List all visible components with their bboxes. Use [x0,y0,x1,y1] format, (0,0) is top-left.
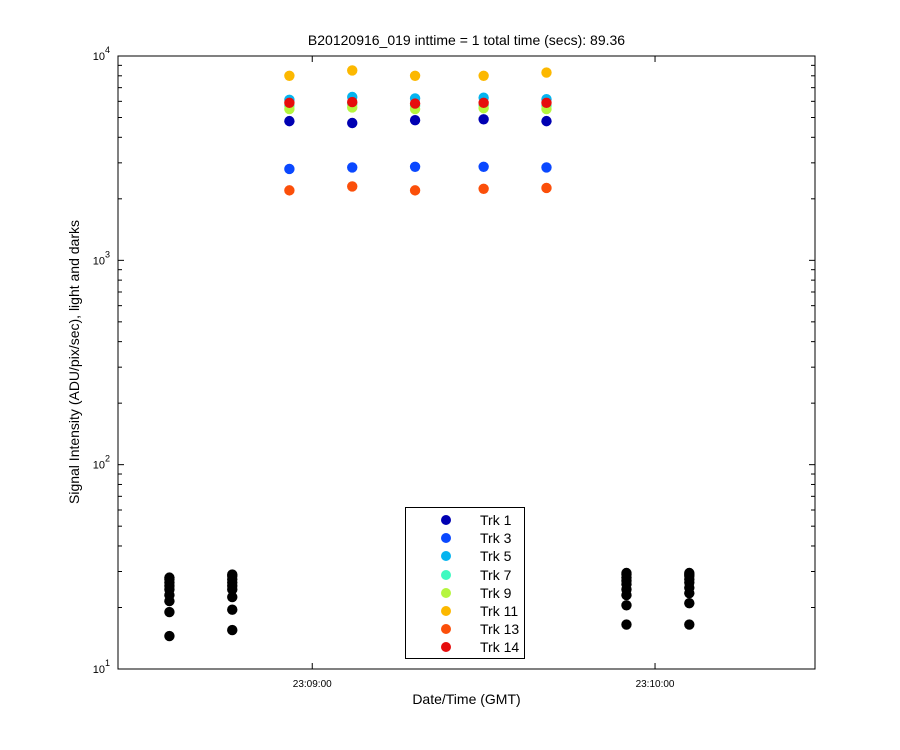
legend-label: Trk 3 [480,530,512,547]
data-point [284,70,295,82]
dark-point [621,567,632,579]
y-tick-label: 101 [93,658,110,676]
dark-point [164,630,175,642]
data-point [409,115,421,126]
legend-item: Trk 9 [406,584,524,602]
legend-marker [441,642,451,653]
data-point [284,185,295,196]
dark-point [227,624,238,636]
dark-point [164,572,175,583]
data-point [284,97,295,109]
data-point [541,67,552,78]
data-point [347,162,358,173]
legend-item: Trk 11 [406,602,524,620]
dark-point [227,604,238,615]
data-point [284,115,295,127]
y-tick-label: 104 [93,45,110,63]
legend-item: Trk 1 [406,511,524,529]
data-point [347,65,358,76]
dark-point [684,567,695,579]
data-point [541,162,552,173]
legend-label: Trk 9 [480,584,512,601]
y-tick-label: 103 [93,249,110,267]
legend-marker [441,605,451,616]
legend-label: Trk 7 [480,566,512,583]
dark-points [164,567,695,642]
data-point [409,70,421,82]
legend-item: Trk 7 [406,566,524,584]
legend-item: Trk 14 [406,638,524,656]
dark-point [684,597,695,609]
legend-marker [441,587,451,598]
data-point [478,97,489,109]
legend: Trk 1 Trk 3 Trk 5 Trk 7 Trk 9 Trk 11 Trk 13 Trk… [405,507,525,659]
x-axis-label: Date/Time (GMT) [412,691,521,707]
legend-label: Trk 14 [480,639,520,656]
data-point [284,163,295,175]
dark-point [227,591,238,603]
dark-point [684,619,695,630]
tick-labels: 101 102 103 104 23:09:00 23:10:00 [93,45,675,690]
data-point [409,98,421,109]
legend-marker [441,533,451,544]
data-point [478,183,489,194]
data-point [478,114,489,125]
legend-marker [441,569,451,580]
data-point [478,70,489,82]
legend-marker [441,515,451,525]
y-tick-label: 102 [93,454,110,472]
x-tick-label: 23:10:00 [636,679,675,690]
data-point [541,182,552,194]
legend-item: Trk 5 [406,547,524,565]
light-points [284,65,552,196]
dark-point [621,619,632,630]
dark-point [164,606,175,618]
data-point [347,96,358,108]
data-point [409,161,421,172]
data-point [541,97,552,109]
legend-label: Trk 1 [480,512,512,528]
axes-frame [117,55,816,670]
dark-point [621,600,632,611]
x-tick-label: 23:09:00 [293,679,332,690]
data-point [347,117,358,129]
chart-title: B20120916_019 inttime = 1 total time (se… [307,32,626,48]
legend-item: Trk 3 [406,529,524,547]
axis-ticks [118,55,815,670]
data-point [478,161,489,172]
legend-marker [441,551,451,562]
legend-item: Trk 13 [406,620,524,638]
legend-marker [441,624,451,635]
data-point [347,181,358,192]
legend-label: Trk 11 [480,602,519,619]
data-point [409,185,421,196]
dark-point [227,569,238,580]
legend-label: Trk 5 [480,548,512,565]
legend-label: Trk 13 [480,621,520,638]
data-point [541,115,552,127]
plot-area-border [117,55,816,670]
y-axis-label: Signal Intensity (ADU/pix/sec), light an… [66,219,82,505]
